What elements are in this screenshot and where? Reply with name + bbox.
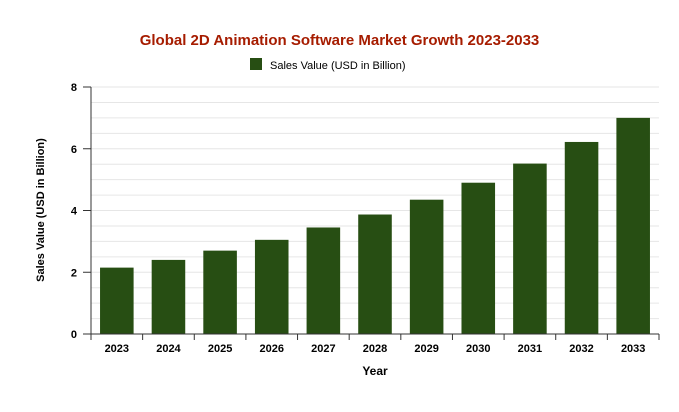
chart-title: Global 2D Animation Software Market Grow… [140,32,540,49]
x-tick-label: 2027 [311,343,335,355]
bar [100,267,134,334]
bar [513,163,547,334]
y-tick-label: 2 [71,267,77,279]
x-tick-label: 2029 [414,343,438,355]
x-tick-label: 2025 [208,343,232,355]
bar [358,214,392,334]
y-tick-label: 4 [71,206,78,218]
y-tick-label: 0 [71,329,77,341]
y-tick-label: 8 [71,82,77,94]
bars [100,117,650,334]
x-tick-label: 2031 [518,343,542,355]
bar [203,250,237,334]
x-tick-label: 2026 [259,343,283,355]
y-tick-label: 6 [71,144,77,156]
y-tick-labels: 0 2 4 6 8 [71,82,91,341]
legend: Sales Value (USD in Billion) [250,58,406,72]
legend-swatch [250,58,262,70]
y-axis-label: Sales Value (USD in Billion) [35,138,47,282]
bar [616,117,650,334]
x-tick-label: 2032 [569,343,593,355]
bar [254,239,289,334]
x-axis-label: Year [362,364,388,378]
x-tick-label: 2033 [621,343,645,355]
x-tick-label: 2023 [105,343,129,355]
x-tick-labels: 2023 2024 2025 2026 2027 2028 2029 2030 2031 2032… [90,334,660,355]
x-tick-label: 2030 [466,343,490,355]
bar [306,227,341,334]
legend-label: Sales Value (USD in Billion) [270,60,406,72]
x-tick-label: 2028 [363,343,387,355]
bar [409,199,444,334]
bar [151,259,186,334]
bar [564,141,599,334]
bar [461,182,496,334]
x-tick-label: 2024 [156,343,181,355]
